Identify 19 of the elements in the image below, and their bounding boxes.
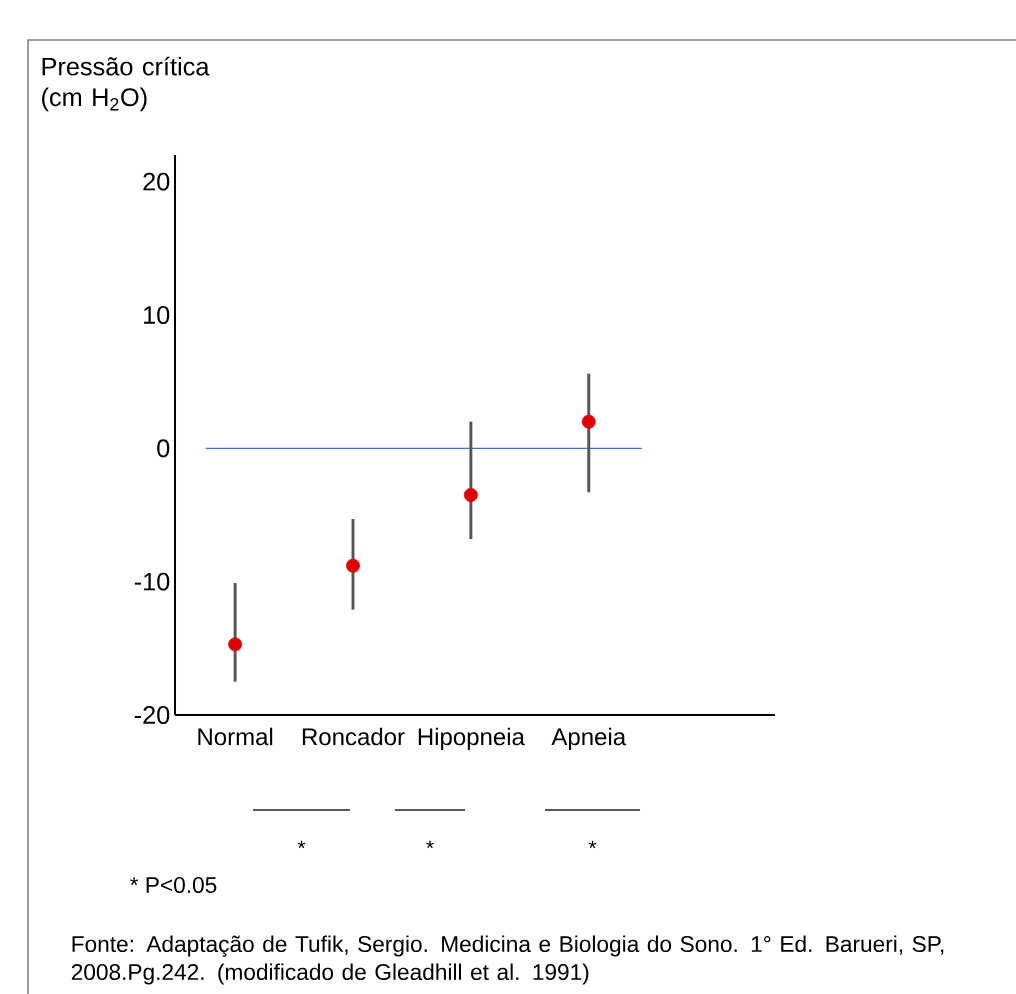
point — [581, 414, 596, 429]
text: * — [426, 840, 434, 849]
x-tick-label: Normal — [198, 727, 273, 746]
source-note: Fonte: Adaptação de Tufik, Sergio. Medicina e Biologia do Sono. 1° Ed. Barueri, SP, 2008.Pg.242. (modificado de Gleadhill et al. 1991) — [71, 935, 944, 985]
y-tick-label: 20 — [143, 172, 170, 191]
text: * — [588, 840, 597, 849]
point — [346, 558, 360, 573]
y-tick-label: -10 — [134, 572, 170, 591]
x-tick-label: Hipopneia — [418, 727, 525, 751]
point — [228, 637, 243, 652]
x-tick-label: Apneia — [551, 727, 627, 751]
y-tick-label: 0 — [157, 439, 170, 458]
text: * — [297, 840, 306, 849]
text: * P<0.05 — [130, 876, 217, 894]
x-tick-label: Roncador — [302, 727, 405, 746]
y-tick-label: 10 — [144, 306, 170, 324]
y-tick-label: -20 — [134, 706, 170, 724]
y-axis-title: Pressão crítica (cm H$_{2}$O) — [42, 56, 210, 112]
point — [463, 488, 478, 502]
